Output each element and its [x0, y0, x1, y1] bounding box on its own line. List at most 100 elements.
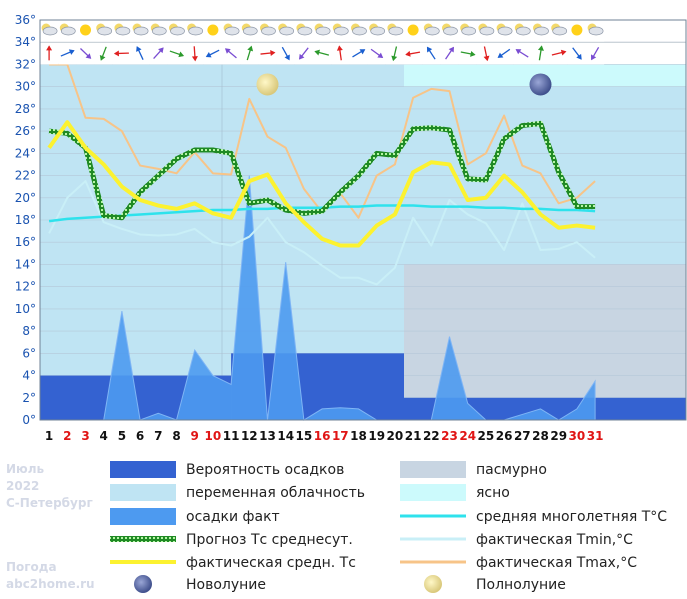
- legend-swatch: [424, 575, 442, 593]
- side-year: 2022: [6, 479, 39, 493]
- wind-arrow-icon: [191, 46, 198, 62]
- cloud-icon: [333, 26, 349, 36]
- y-tick-label: 2°: [22, 391, 36, 405]
- cloud-icon: [479, 26, 495, 36]
- wind-arrow-icon: [314, 49, 330, 56]
- cloud-icon: [224, 26, 240, 36]
- wind-arrow-head: [224, 48, 231, 54]
- y-tick-label: 10°: [15, 302, 36, 316]
- legend-swatch: [110, 484, 176, 501]
- legend-label: осадки факт: [186, 509, 280, 525]
- side-site-line1: Погода: [6, 560, 57, 574]
- sun-icon: [571, 24, 583, 36]
- legend-label: фактическая Tmin,°C: [476, 532, 633, 548]
- wind-arrow-head: [205, 52, 212, 58]
- cloud-icon: [388, 26, 404, 36]
- wind-arrow-icon: [497, 48, 511, 58]
- wind-arrow-icon: [336, 45, 343, 61]
- wind-arrow-head: [298, 53, 305, 60]
- wind-arrow-icon: [113, 50, 129, 57]
- wind-arrow-head: [99, 55, 106, 61]
- legend-swatch: [400, 461, 466, 478]
- wind-arrow-icon: [483, 46, 490, 62]
- cloud-icon: [552, 26, 568, 36]
- sun-icon: [407, 24, 419, 36]
- cloud-icon: [279, 26, 295, 36]
- wind-arrow-icon: [591, 46, 600, 61]
- wind-arrow-icon: [551, 49, 567, 56]
- legend-swatch: [400, 484, 466, 501]
- legend-label: переменная облачность: [186, 485, 365, 501]
- legend-swatch: [110, 461, 176, 478]
- legend-label: фактическая средн. Тс: [186, 555, 356, 571]
- wind-arrow-icon: [80, 48, 92, 59]
- wind-arrow-icon: [281, 46, 290, 61]
- x-tick-label: 23: [441, 429, 458, 443]
- cloud-icon: [297, 26, 313, 36]
- y-tick-label: 30°: [15, 80, 36, 94]
- wind-arrow-icon: [460, 50, 476, 57]
- legend-swatch: [110, 536, 176, 542]
- cloud-icon: [588, 26, 604, 36]
- y-tick-label: 28°: [15, 102, 36, 116]
- y-tick-label: 34°: [15, 35, 36, 49]
- y-tick-label: 24°: [15, 146, 36, 160]
- x-tick-label: 17: [332, 429, 349, 443]
- sun-icon: [80, 24, 91, 36]
- wind-arrow-icon: [60, 49, 75, 57]
- cloud-icon: [97, 26, 113, 36]
- x-tick-label: 13: [259, 429, 276, 443]
- wind-arrow-head: [158, 47, 164, 54]
- wind-arrow-head: [560, 49, 567, 56]
- x-tick-label: 28: [532, 429, 549, 443]
- cloud-icon: [315, 26, 331, 36]
- cloud-icon: [170, 26, 185, 36]
- actual-mean-line: [47, 120, 596, 248]
- new-moon-marker: [529, 73, 552, 96]
- x-tick-label: 31: [587, 429, 604, 443]
- wind-arrow-icon: [136, 46, 144, 60]
- cloud-icon: [534, 26, 549, 36]
- wind-arrow-icon: [426, 46, 436, 60]
- wind-arrow-head: [591, 54, 597, 61]
- cloud-icon: [115, 26, 131, 36]
- wind-arrow-head: [426, 46, 433, 53]
- x-tick-label: 24: [459, 429, 476, 443]
- x-tick-label: 20: [387, 429, 404, 443]
- wind-arrow-head: [85, 53, 92, 59]
- x-tick-label: 10: [205, 429, 222, 443]
- wind-arrow-icon: [515, 49, 529, 58]
- y-tick-label: 26°: [15, 124, 36, 138]
- wind-arrow-head: [46, 45, 53, 51]
- wind-arrow-head: [136, 46, 142, 52]
- x-tick-label: 1: [45, 429, 53, 443]
- wind-arrow-head: [377, 52, 384, 59]
- x-tick-label: 30: [569, 429, 586, 443]
- cloud-icon: [60, 26, 76, 36]
- wind-arrow-icon: [205, 49, 220, 58]
- wind-arrow-head: [497, 52, 504, 58]
- wind-arrow-head: [247, 45, 254, 52]
- wind-arrow-icon: [572, 47, 582, 60]
- x-tick-label: 16: [314, 429, 331, 443]
- cloud-icon: [443, 26, 458, 36]
- wind-arrow-head: [391, 55, 398, 62]
- wind-arrow-head: [483, 55, 490, 62]
- y-tick-label: 4°: [22, 369, 36, 383]
- cloud-icon: [370, 26, 386, 36]
- y-tick-label: 32°: [15, 57, 36, 71]
- x-tick-label: 3: [81, 429, 89, 443]
- x-tick-label: 5: [118, 429, 126, 443]
- legend-label: Вероятность осадков: [186, 462, 344, 478]
- wind-arrow-icon: [169, 50, 185, 58]
- x-tick-label: 21: [405, 429, 422, 443]
- wind-arrow-icon: [370, 48, 384, 59]
- cloud-icon: [515, 26, 531, 36]
- wind-arrow-icon: [153, 47, 164, 59]
- wind-arrow-head: [284, 54, 290, 61]
- legend-label: ясно: [476, 485, 510, 501]
- wind-arrow-head: [178, 51, 185, 58]
- wind-arrow-icon: [298, 47, 309, 60]
- wind-arrow-icon: [260, 50, 276, 57]
